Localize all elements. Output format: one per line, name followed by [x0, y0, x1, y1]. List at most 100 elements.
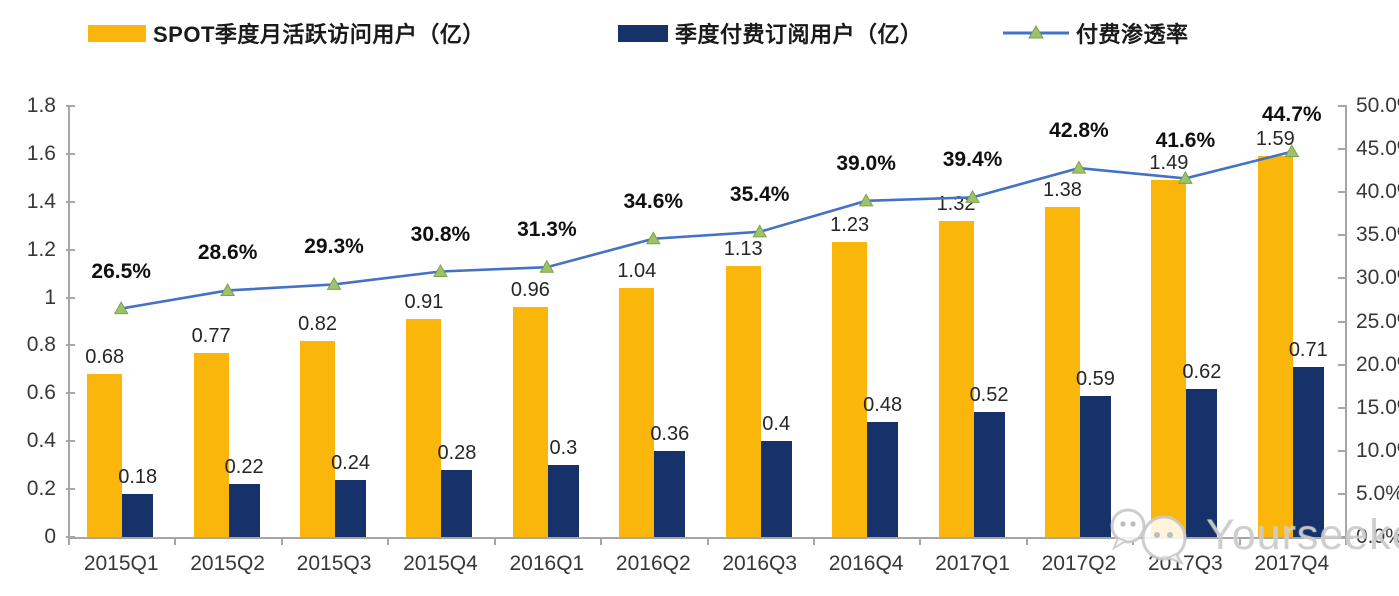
- right-axis-tick-label: 25.0%: [1356, 309, 1399, 333]
- left-axis-tick-label: 0.8: [26, 333, 56, 357]
- left-axis-tick: [66, 392, 75, 395]
- bottom-axis-tick: [1345, 537, 1347, 545]
- right-axis-tick-label: 40.0%: [1356, 180, 1399, 204]
- x-axis-label: 2015Q2: [190, 552, 265, 575]
- penetration-marker: [1071, 160, 1087, 174]
- penetration-point-label: 31.3%: [517, 218, 577, 242]
- bottom-axis-tick: [174, 537, 177, 545]
- mau-value-label: 0.91: [404, 291, 444, 314]
- watermark: Yourseeker: [1102, 504, 1399, 566]
- mau-value-label: 1.59: [1255, 128, 1295, 151]
- subscribers-value-label: 0.18: [118, 465, 158, 488]
- right-axis-tick: [1338, 449, 1347, 452]
- bottom-axis-tick: [1025, 537, 1028, 545]
- x-axis-label: 2016Q4: [828, 552, 904, 575]
- line-marker-icon: [1003, 25, 1069, 39]
- subscribers-value-label: 0.52: [969, 384, 1009, 407]
- subscribers-bar: [1079, 395, 1111, 537]
- subscribers-bar: [122, 493, 154, 537]
- penetration-marker: [752, 224, 768, 238]
- mau-bar: [193, 352, 229, 537]
- penetration-point-label: 28.6%: [197, 241, 258, 265]
- penetration-point-label: 29.3%: [304, 235, 364, 259]
- x-axis-label: 2016Q1: [509, 552, 585, 575]
- left-axis-tick: [66, 344, 75, 347]
- subscribers-bar: [335, 479, 367, 537]
- penetration-point-label: 30.8%: [410, 222, 471, 246]
- bottom-axis-tick: [1238, 537, 1241, 545]
- x-axis-label: 2017Q2: [1041, 552, 1117, 575]
- right-axis-tick-label: 20.0%: [1356, 352, 1399, 376]
- subscribers-bar: [1292, 366, 1324, 537]
- mau-bar: [406, 319, 442, 537]
- penetration-point-label: 42.8%: [1049, 119, 1109, 143]
- penetration-marker: [539, 259, 555, 273]
- right-axis-tick: [1338, 320, 1347, 323]
- subscribers-value-label: 0.22: [224, 456, 264, 479]
- penetration-point-label: 39.0%: [836, 151, 896, 175]
- x-axis-label: 2017Q1: [935, 552, 1010, 575]
- right-axis-tick: [1338, 406, 1347, 409]
- subscribers-value-label: 0.71: [1288, 338, 1328, 361]
- mau-bar: [300, 340, 336, 537]
- mau-value-label: 1.04: [617, 259, 657, 282]
- subscribers-bar: [228, 484, 260, 537]
- watermark-text: Yourseeker: [1206, 510, 1399, 559]
- mau-value-label: 1.23: [830, 214, 870, 237]
- subscribers-value-label: 0.4: [762, 413, 791, 436]
- x-axis-label: 2015Q3: [296, 552, 372, 575]
- subscribers-value-label: 0.62: [1182, 360, 1222, 383]
- left-axis-tick: [66, 488, 75, 491]
- left-axis-tick: [66, 296, 75, 299]
- mau-bar: [87, 374, 123, 537]
- left-axis-tick-label: 0.6: [26, 381, 56, 405]
- legend-item-mau: SPOT季度月活跃访问用户（亿）: [88, 20, 485, 47]
- bottom-axis-tick: [600, 537, 603, 545]
- bottom-axis-tick: [280, 537, 283, 545]
- mau-value-label: 1.32: [936, 192, 976, 215]
- left-axis-tick: [66, 152, 75, 155]
- right-axis-tick: [1338, 105, 1347, 107]
- right-axis-tick-label: 35.0%: [1356, 223, 1399, 247]
- penetration-point-label: 44.7%: [1262, 102, 1322, 126]
- legend-label-subscribers: 季度付费订阅用户（亿）: [675, 22, 923, 47]
- subscribers-value-label: 0.59: [1075, 367, 1115, 390]
- subscribers-bar: [1186, 388, 1218, 537]
- penetration-line: [120, 150, 1293, 310]
- subscribers-series-swatch: [618, 24, 668, 42]
- penetration-point-label: 26.5%: [91, 259, 151, 283]
- left-axis-tick-label: 1.2: [26, 237, 56, 261]
- right-axis-tick-label: 50.0%: [1356, 94, 1399, 117]
- right-axis-tick: [1338, 492, 1347, 495]
- penetration-marker: [220, 282, 235, 296]
- bottom-axis-tick: [812, 537, 815, 545]
- left-axis-tick: [66, 440, 75, 443]
- penetration-line-swatch: [1003, 24, 1069, 42]
- bottom-axis-tick: [493, 537, 496, 545]
- x-axis-label: 2015Q4: [403, 552, 478, 575]
- penetration-marker: [433, 263, 448, 278]
- legend-item-subscribers: 季度付费订阅用户（亿）: [618, 20, 923, 47]
- right-axis-tick-label: 45.0%: [1356, 137, 1399, 161]
- penetration-marker: [113, 301, 129, 315]
- subscribers-bar: [867, 422, 899, 537]
- bottom-axis-tick: [387, 537, 390, 545]
- subscribers-bar: [441, 469, 473, 537]
- penetration-point-label: 35.4%: [729, 182, 790, 206]
- mau-value-label: 0.68: [85, 346, 125, 369]
- subscribers-bar: [654, 450, 686, 537]
- subscribers-bar: [547, 465, 579, 537]
- legend-label-mau: SPOT季度月活跃访问用户（亿）: [153, 22, 485, 47]
- penetration-point-label: 39.4%: [942, 148, 1003, 172]
- wechat-icon: [1110, 508, 1187, 565]
- left-axis-tick-label: 1.4: [26, 189, 56, 213]
- mau-bar: [938, 220, 974, 537]
- mau-bar: [832, 242, 868, 537]
- left-axis-tick: [66, 200, 75, 203]
- subscribers-value-label: 0.3: [549, 437, 578, 460]
- left-axis-tick-label: 1.6: [26, 141, 56, 165]
- right-axis-tick-label: 0.0%: [1356, 525, 1399, 548]
- penetration-marker: [858, 193, 874, 207]
- mau-series-swatch: [88, 24, 146, 42]
- mau-bar: [1151, 180, 1187, 537]
